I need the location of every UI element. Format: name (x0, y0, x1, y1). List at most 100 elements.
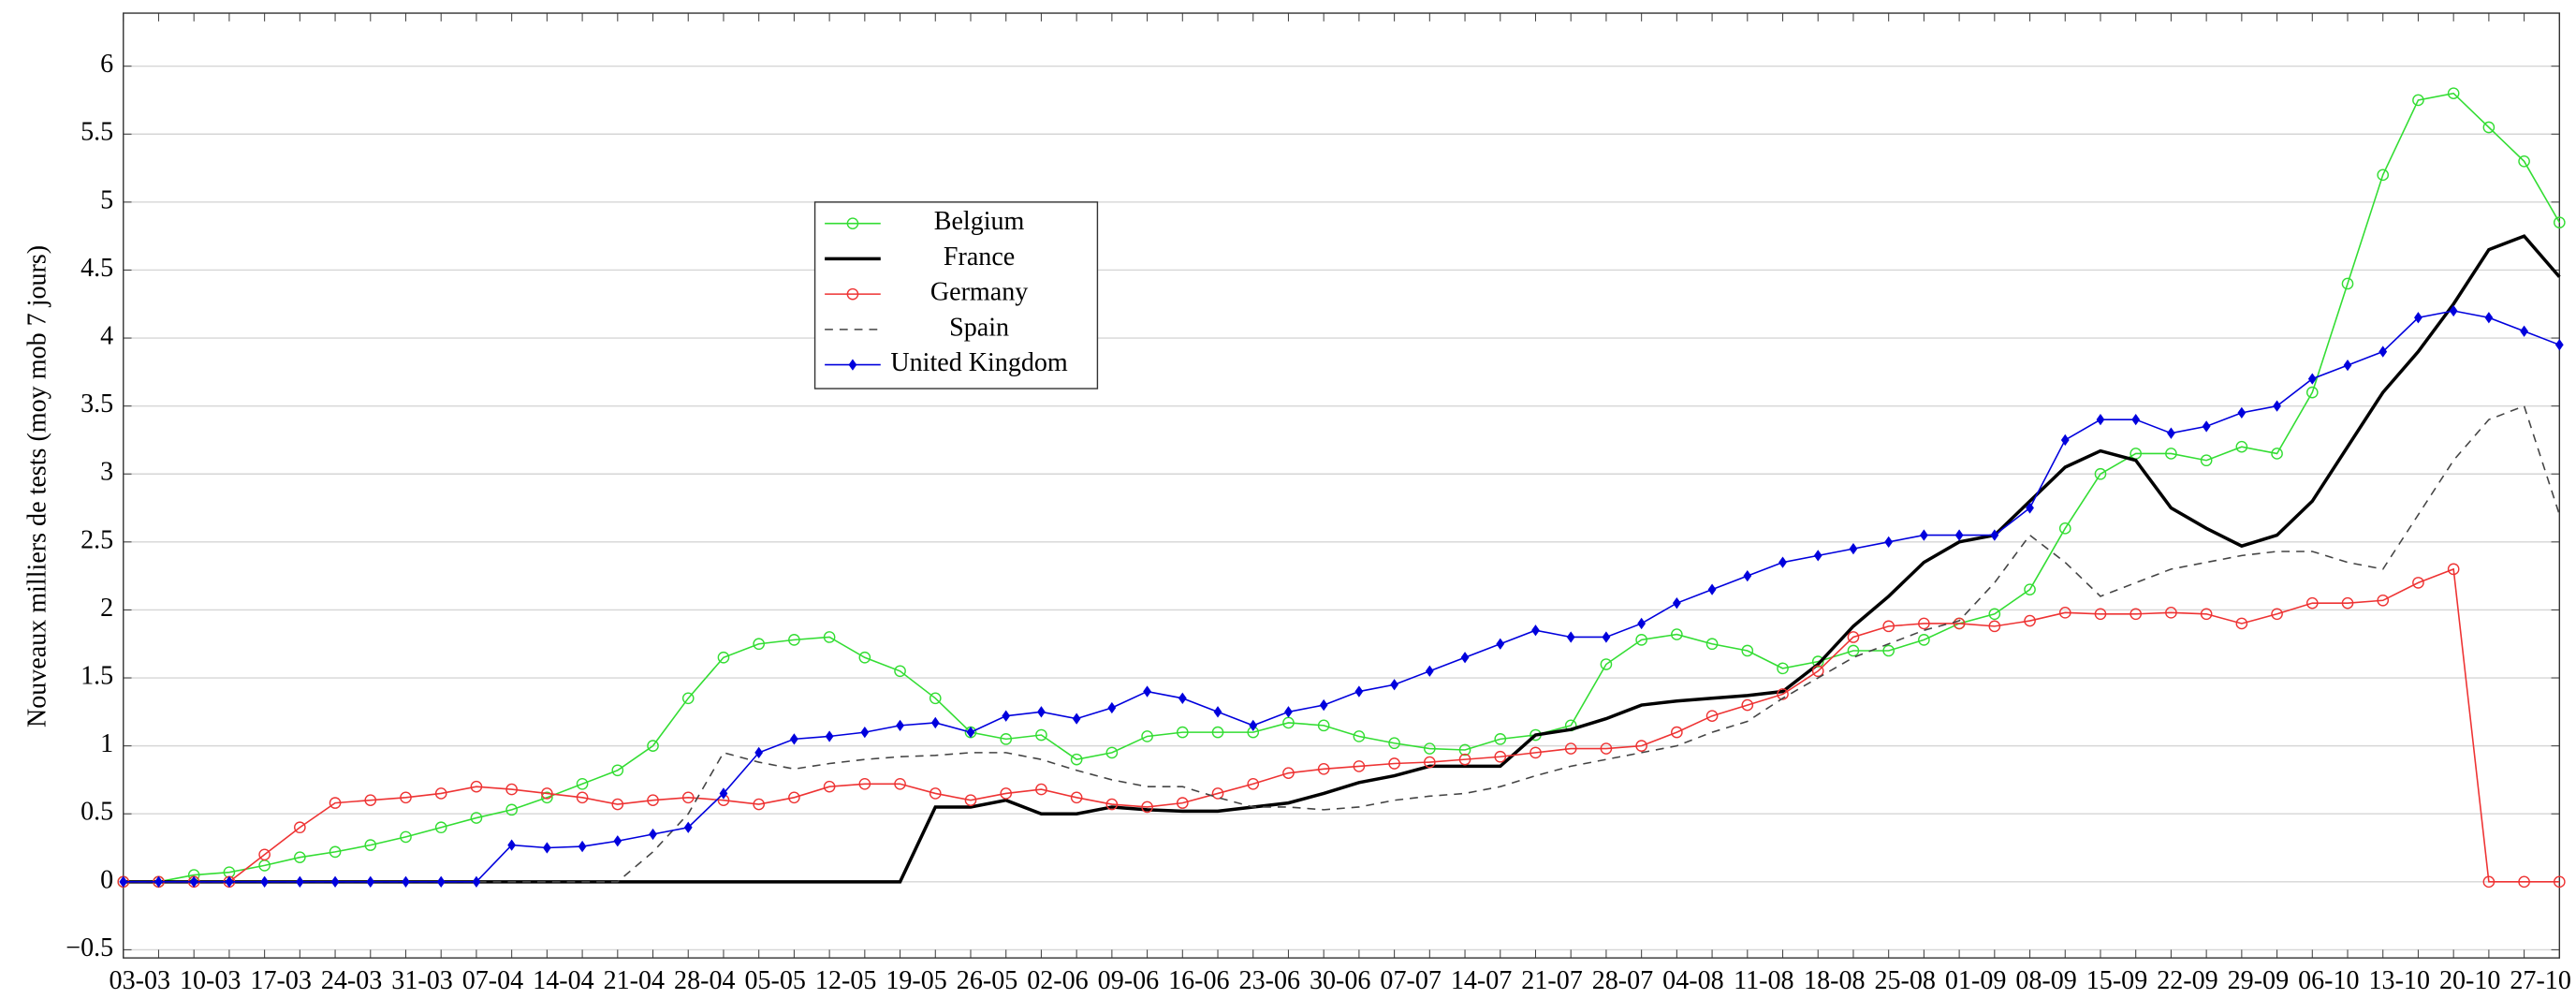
point (2024, 614, 2036, 627)
point (1777, 662, 1789, 675)
point (1813, 550, 1822, 562)
plot-frame (123, 12, 2561, 959)
point (507, 839, 517, 851)
point (788, 791, 800, 804)
point (1353, 760, 1366, 772)
point (681, 692, 695, 705)
point (2024, 583, 2036, 595)
point (294, 851, 306, 864)
point (823, 631, 836, 643)
point (1954, 529, 1964, 541)
point (1460, 652, 1470, 664)
point (1424, 756, 1436, 769)
point (1282, 767, 1295, 779)
x-tick-label: 02-06 (1027, 966, 1088, 995)
series (123, 404, 2561, 883)
point (295, 875, 304, 888)
legend-marker (846, 287, 859, 301)
legend-label: United Kingdom (890, 348, 1068, 377)
point (472, 875, 481, 888)
point (2058, 522, 2071, 535)
y-tick-label: 3 (100, 458, 113, 487)
y-tick-label: 4.5 (80, 254, 113, 283)
point (1705, 710, 1719, 723)
x-tick-label: 06-10 (2298, 966, 2359, 995)
legend-marker (848, 359, 857, 371)
point (1070, 791, 1083, 804)
x-tick-label: 23-06 (1239, 966, 1300, 995)
legend-label: Belgium (934, 207, 1025, 236)
point (1635, 740, 1647, 752)
point (1424, 742, 1436, 755)
point (1811, 665, 1824, 678)
x-tick-label: 01-09 (1945, 966, 2006, 995)
point (2305, 596, 2319, 610)
point (647, 794, 659, 807)
point (541, 787, 553, 800)
point (2484, 312, 2494, 324)
point (400, 830, 412, 844)
x-tick-label: 26-05 (957, 966, 1017, 995)
point (294, 821, 306, 834)
point (681, 791, 695, 804)
point (2094, 608, 2107, 621)
point (1600, 742, 1613, 755)
point (1037, 706, 1046, 718)
point (1494, 750, 1507, 763)
y-tick-label: 1 (100, 729, 113, 758)
point (2377, 594, 2390, 607)
line (123, 92, 2561, 883)
legend-marker (846, 217, 859, 229)
point (1105, 746, 1119, 759)
x-tick-label: 07-07 (1380, 966, 1441, 995)
point (1778, 556, 1787, 568)
line (123, 404, 2561, 883)
legend-marker (846, 287, 859, 301)
point (2482, 875, 2496, 889)
point (1531, 624, 1540, 637)
x-tick-label: 15-09 (2086, 966, 2147, 995)
x-tick-label: 12-05 (815, 966, 876, 995)
point (1141, 730, 1153, 742)
point (1388, 737, 1400, 750)
point (1458, 753, 1471, 766)
y-tick-label: 0.5 (80, 798, 113, 827)
point (929, 787, 942, 800)
point (2271, 448, 2283, 460)
point (1672, 597, 1681, 610)
point (364, 794, 377, 807)
y-tick-label: 0 (100, 865, 113, 894)
legend: Belgium France Germany Spain United Kingdom (813, 201, 1099, 389)
point (1741, 698, 1754, 712)
point (1141, 801, 1153, 814)
point (1211, 787, 1224, 800)
point (2058, 607, 2071, 619)
point (1000, 787, 1013, 800)
point (330, 875, 340, 888)
point (225, 875, 234, 888)
x-tick-label: 11-08 (1734, 966, 1793, 995)
point (1000, 733, 1013, 745)
point (1777, 688, 1789, 700)
point (2482, 121, 2496, 134)
point (470, 812, 483, 824)
point (1458, 743, 1471, 757)
point (2165, 607, 2177, 619)
point (2341, 596, 2354, 610)
x-tick-label: 22-09 (2157, 966, 2217, 995)
legend-label: France (944, 242, 1015, 272)
point (894, 665, 906, 678)
point (1847, 631, 1860, 643)
point (2341, 277, 2354, 290)
y-tick-label: 3.5 (80, 389, 113, 419)
y-tick-label: 4 (100, 321, 113, 350)
x-tick-label: 28-04 (674, 966, 735, 995)
point (2235, 440, 2248, 453)
point (1176, 726, 1189, 739)
x-tick-label: 17-03 (250, 966, 311, 995)
x-tick-label: 05-05 (744, 966, 805, 995)
point (1035, 728, 1047, 742)
point (2096, 414, 2105, 426)
x-tick-label: 07-04 (462, 966, 523, 995)
legend-label: Germany (930, 278, 1028, 307)
